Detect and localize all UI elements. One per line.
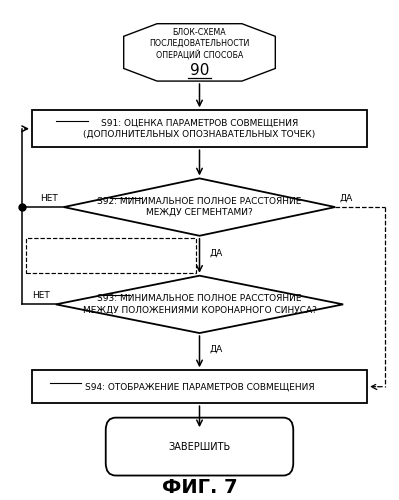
Text: 90: 90 xyxy=(190,63,209,78)
Polygon shape xyxy=(56,276,343,333)
Text: S91: ОЦЕНКА ПАРАМЕТРОВ СОВМЕЩЕНИЯ
(ДОПОЛНИТЕЛЬНЫХ ОПОЗНАВАТЕЛЬНЫХ ТОЧЕК): S91: ОЦЕНКА ПАРАМЕТРОВ СОВМЕЩЕНИЯ (ДОПОЛ… xyxy=(83,118,316,139)
Text: S94: ОТОБРАЖЕНИЕ ПАРАМЕТРОВ СОВМЕЩЕНИЯ: S94: ОТОБРАЖЕНИЕ ПАРАМЕТРОВ СОВМЕЩЕНИЯ xyxy=(85,382,314,391)
Text: ДА: ДА xyxy=(209,344,223,354)
Text: S93: МИНИМАЛЬНОЕ ПОЛНОЕ РАССТОЯНИЕ
МЕЖДУ ПОЛОЖЕНИЯМИ КОРОНАРНОГО СИНУСА?: S93: МИНИМАЛЬНОЕ ПОЛНОЕ РАССТОЯНИЕ МЕЖДУ… xyxy=(83,294,316,314)
Text: ФИГ. 7: ФИГ. 7 xyxy=(162,478,237,498)
FancyBboxPatch shape xyxy=(32,110,367,147)
Text: S92: МИНИМАЛЬНОЕ ПОЛНОЕ РАССТОЯНИЕ
МЕЖДУ СЕГМЕНТАМИ?: S92: МИНИМАЛЬНОЕ ПОЛНОЕ РАССТОЯНИЕ МЕЖДУ… xyxy=(97,197,302,217)
Text: НЕТ: НЕТ xyxy=(32,291,50,300)
Text: ДА: ДА xyxy=(339,194,352,202)
Bar xyxy=(26,238,196,273)
Text: ЗАВЕРШИТЬ: ЗАВЕРШИТЬ xyxy=(168,442,231,452)
Polygon shape xyxy=(124,24,275,81)
FancyBboxPatch shape xyxy=(32,370,367,403)
Polygon shape xyxy=(64,178,335,236)
Text: НЕТ: НЕТ xyxy=(40,194,58,202)
FancyBboxPatch shape xyxy=(106,418,293,476)
Text: БЛОК-СХЕМА
ПОСЛЕДОВАТЕЛЬНОСТИ
ОПЕРАЦИЙ СПОСОБА: БЛОК-СХЕМА ПОСЛЕДОВАТЕЛЬНОСТИ ОПЕРАЦИЙ С… xyxy=(149,28,250,59)
Text: ДА: ДА xyxy=(209,248,223,258)
